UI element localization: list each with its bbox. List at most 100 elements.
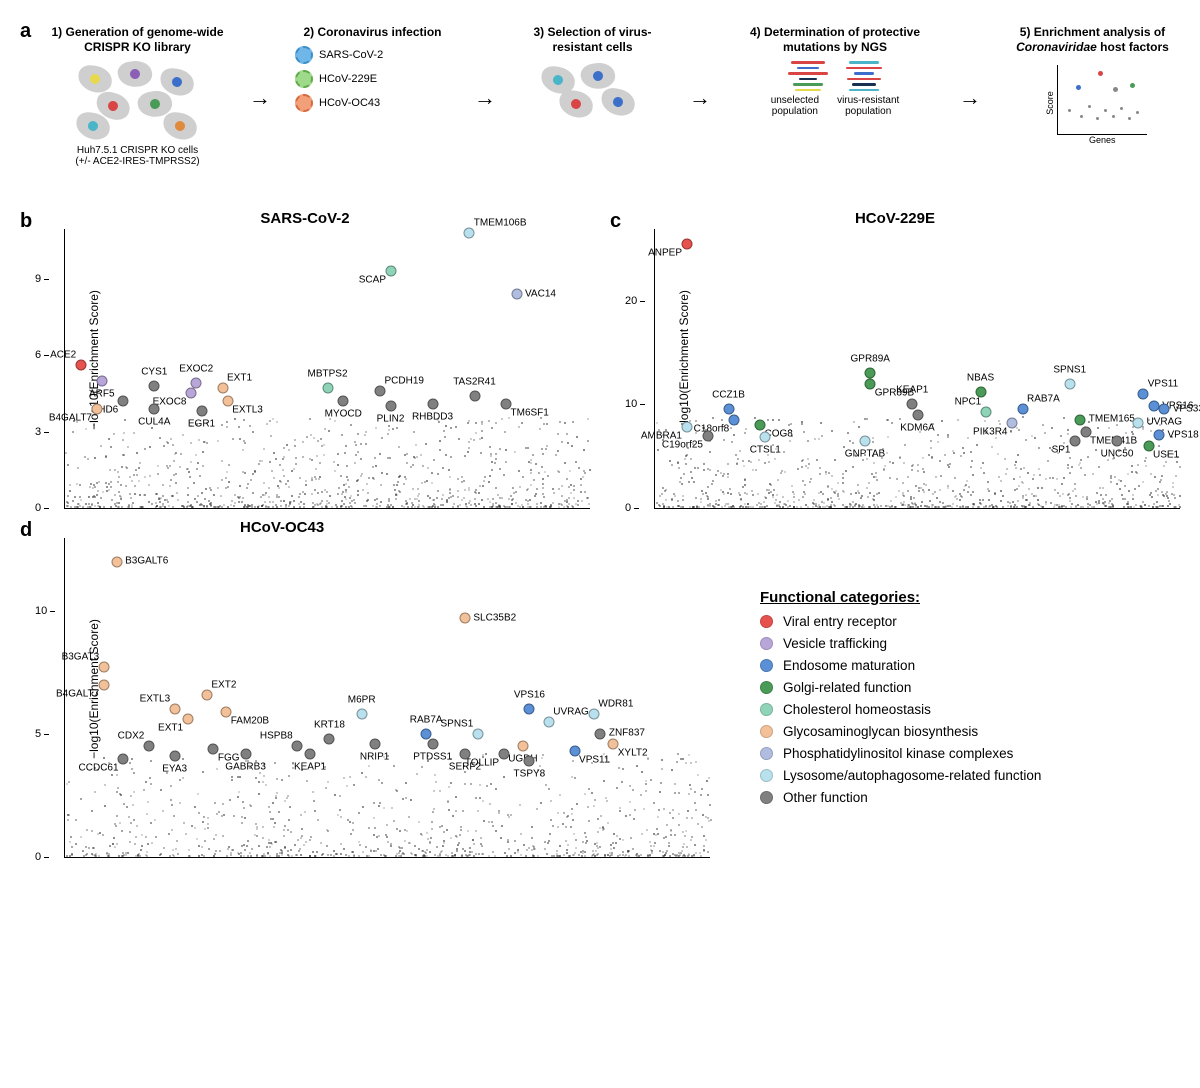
gene-dot-icon — [907, 399, 918, 410]
panel-d: d HCoV-OC43 −log10(Enrichment Score) 051… — [20, 519, 710, 858]
gene-dot-icon — [427, 398, 438, 409]
gene-hit: KDM6A — [912, 409, 923, 420]
step-4-sub-a: unselected population — [771, 95, 819, 117]
gene-hit: ARF5 — [96, 375, 107, 386]
gene-hit: CCDC61 — [118, 753, 129, 764]
gene-dot-icon — [1070, 435, 1081, 446]
gene-label: UVRAG — [1147, 418, 1183, 428]
gene-label: KDM6A — [900, 423, 934, 433]
gene-dot-icon — [1017, 404, 1028, 415]
step-1-sub: Huh7.5.1 CRISPR KO cells (+/- ACE2-IRES-… — [50, 145, 225, 167]
gene-hit: EXTL3 — [169, 704, 180, 715]
gene-label: B3GALT6 — [125, 557, 168, 567]
gene-dot-icon — [472, 728, 483, 739]
step-4-title-b: mutations by NGS — [783, 40, 887, 54]
gene-dot-icon — [369, 738, 380, 749]
gene-hit: KEAP1 — [305, 748, 316, 759]
gene-hit: EYA3 — [169, 751, 180, 762]
gene-label: EXTL3 — [140, 695, 171, 705]
virus-icon — [295, 46, 313, 64]
panel-b: b SARS-CoV-2 −log10(Enrichment Score) 03… — [20, 210, 590, 509]
step-5-title-a: 5) Enrichment analysis of — [1020, 25, 1165, 39]
gene-hit: ACE2 — [75, 360, 86, 371]
gene-dot-icon — [469, 391, 480, 402]
plot-d-area: 0510B3GALT6SLC35B2B3GAT3B4GALT7EXT2EXTL3… — [64, 538, 710, 858]
gene-hit: B4GALT7 — [98, 679, 109, 690]
gene-hit: PLIN2 — [385, 401, 396, 412]
legend-dot-icon — [760, 681, 773, 694]
gene-dot-icon — [292, 741, 303, 752]
gene-hit: CYS1 — [149, 380, 160, 391]
gene-label: VPS11 — [1148, 379, 1178, 389]
gene-label: EXOC2 — [179, 365, 213, 375]
legend-dot-icon — [760, 659, 773, 672]
gene-hit: XYLT2 — [608, 738, 619, 749]
gene-dot-icon — [356, 709, 367, 720]
step-4-title-a: 4) Determination of protective — [750, 25, 920, 39]
step-3-title-a: 3) Selection of virus- — [533, 25, 651, 39]
gene-label: UNC50 — [1101, 449, 1134, 459]
resistant-cells-icon — [533, 61, 653, 131]
panel-c: c HCoV-229E −log10(Enrichment Score) 010… — [610, 210, 1180, 509]
gene-label: VPS16 — [514, 691, 545, 701]
gene-dot-icon — [1007, 417, 1018, 428]
gene-dot-icon — [149, 380, 160, 391]
mini-xlabel: Genes — [1057, 135, 1147, 145]
gene-label: TSPY8 — [514, 770, 546, 780]
gene-label: PLIN2 — [377, 415, 405, 425]
gene-dot-icon — [427, 738, 438, 749]
gene-label: ARF5 — [89, 389, 115, 399]
gene-label: UVRAG — [553, 707, 589, 717]
gene-dot-icon — [464, 228, 475, 239]
legend-label: Other function — [783, 790, 868, 805]
plot-d-title: HCoV-OC43 — [20, 519, 710, 536]
gene-hit: GPR89A — [865, 368, 876, 379]
virus-item: HCoV-229E — [295, 70, 450, 88]
arrow-icon: → — [955, 85, 985, 111]
legend-label: Lysosome/autophagosome-related function — [783, 768, 1041, 783]
gene-label: EXTL3 — [232, 406, 263, 416]
virus-list: SARS-CoV-2HCoV-229EHCoV-OC43 — [295, 46, 450, 112]
gene-hit: KEAP1 — [907, 399, 918, 410]
gene-dot-icon — [459, 748, 470, 759]
gene-hit: GPR89B — [865, 378, 876, 389]
gene-hit: SPNS1 — [472, 728, 483, 739]
gene-label: VAC14 — [525, 289, 556, 299]
gene-hit: TSPY8 — [524, 756, 535, 767]
gene-dot-icon — [75, 360, 86, 371]
gene-dot-icon — [91, 403, 102, 414]
gene-label: FGG — [218, 753, 240, 763]
gene-hit: EXT1 — [182, 714, 193, 725]
bottom-row: d HCoV-OC43 −log10(Enrichment Score) 051… — [20, 519, 1180, 858]
gene-hit: UNC50 — [1112, 435, 1123, 446]
gene-label: SPNS1 — [441, 719, 474, 729]
gene-label: VPS33A — [1173, 404, 1200, 414]
gene-label: VPS18 — [1168, 430, 1199, 440]
gene-dot-icon — [980, 406, 991, 417]
ytick: 0 — [35, 851, 41, 863]
gene-label: EYA3 — [162, 765, 187, 775]
gene-label: TMEM106B — [474, 219, 527, 229]
step-5: 5) Enrichment analysis of Coronaviridae … — [1005, 25, 1180, 145]
gene-label: EGR1 — [188, 420, 215, 430]
gene-label: ACE2 — [50, 351, 76, 361]
gene-hit: TAS2R41 — [469, 391, 480, 402]
ngs-icon — [735, 61, 935, 91]
legend-dot-icon — [760, 769, 773, 782]
ytick: 6 — [35, 349, 41, 361]
gene-label: C19orf25 — [662, 441, 703, 451]
gene-dot-icon — [98, 679, 109, 690]
legend-dot-icon — [760, 791, 773, 804]
gene-dot-icon — [1148, 401, 1159, 412]
gene-label: CCZ1B — [712, 391, 745, 401]
step-1-title-a: 1) Generation of genome-wide — [51, 25, 223, 39]
gene-label: TM6SF1 — [511, 408, 549, 418]
gene-label: CCDC61 — [79, 763, 119, 773]
virus-name: HCoV-OC43 — [319, 97, 380, 109]
gene-dot-icon — [385, 266, 396, 277]
gene-dot-icon — [511, 289, 522, 300]
plot-b-area: 0369TMEM106BSCAPVAC14ACE2ARF5CYS1EXOC2EX… — [64, 229, 590, 509]
gene-hit: ANPEP — [681, 238, 692, 249]
gene-label: ANPEP — [648, 248, 682, 258]
gene-dot-icon — [186, 388, 197, 399]
